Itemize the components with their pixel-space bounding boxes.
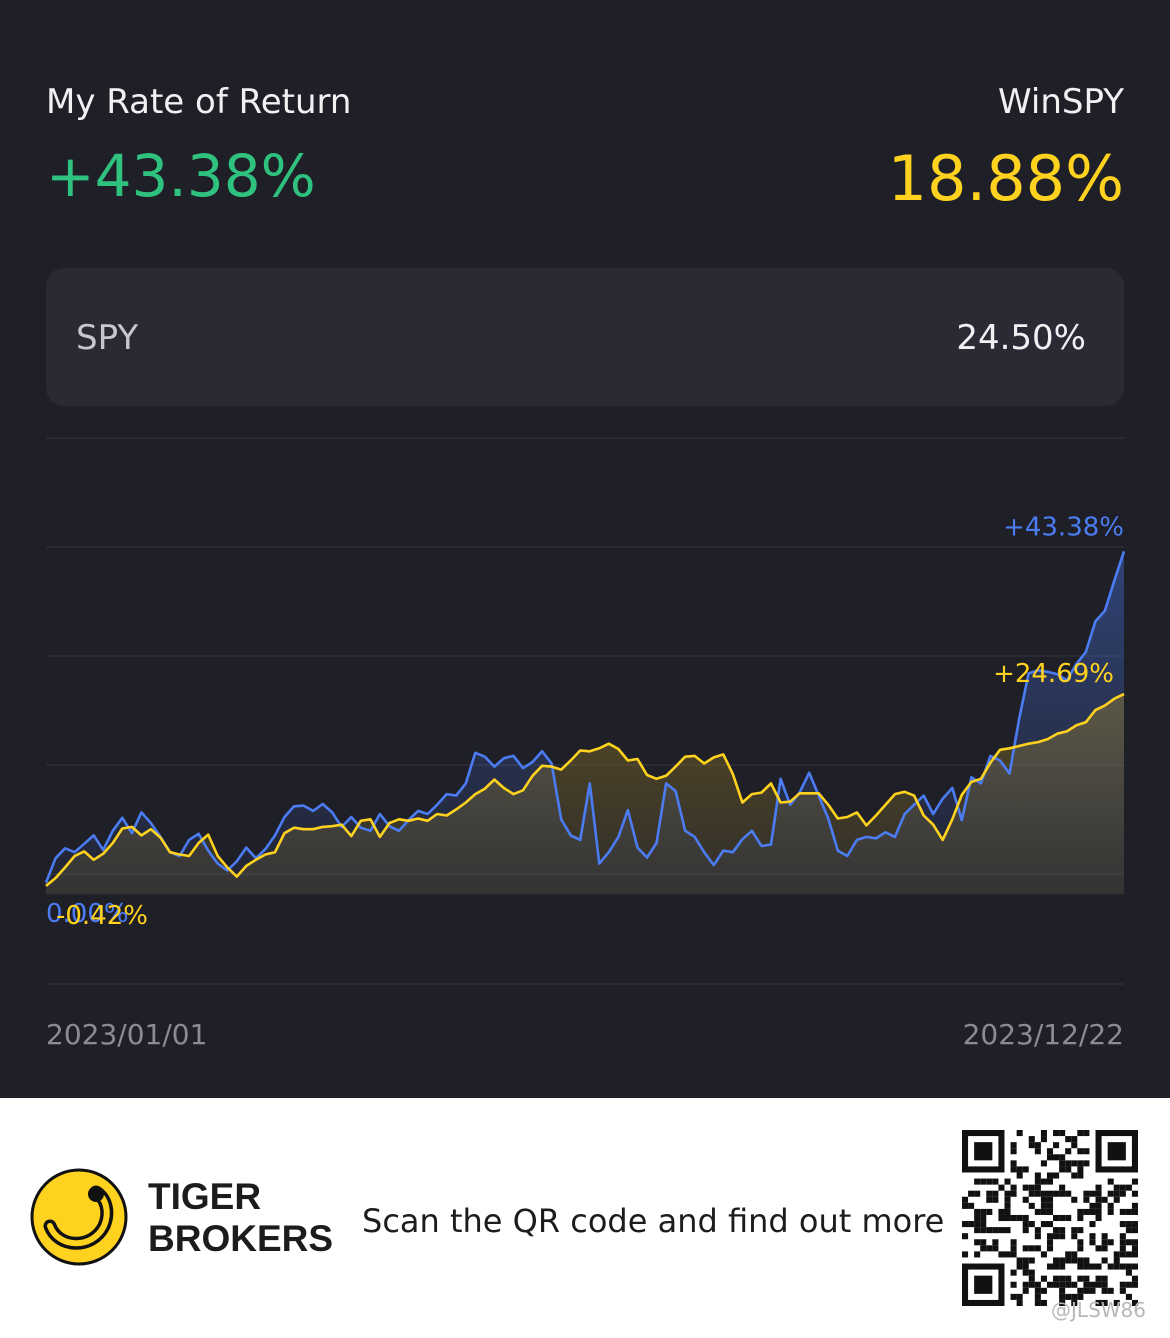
my-end-label: +43.38%	[1003, 512, 1124, 542]
benchmark-value: 18.88%	[887, 142, 1124, 215]
x-start-date: 2023/01/01	[46, 1018, 208, 1051]
brand-line-1: TIGER	[148, 1176, 262, 1217]
bench-start-label: -0.42%	[56, 901, 148, 931]
my-start-label: 0.00%	[46, 899, 129, 929]
my-return-label: My Rate of Return	[46, 82, 352, 122]
my-series-line	[44, 550, 1126, 884]
tiger-logo-icon	[30, 1168, 128, 1266]
x-end-date: 2023/12/22	[962, 1018, 1124, 1051]
spy-name: SPY	[76, 318, 139, 358]
return-chart[interactable]: +43.38% +24.69% 0.00%-0.42%	[0, 420, 1170, 1000]
spy-comparison-card[interactable]: SPY 24.50%	[46, 268, 1124, 406]
spy-return: 24.50%	[956, 318, 1086, 358]
watermark: @JLSW86	[1051, 1298, 1146, 1322]
qr-call-to-action: Scan the QR code and find out more	[362, 1202, 945, 1240]
bench-series-line	[45, 692, 1125, 887]
brand-name: TIGER BROKERS	[148, 1176, 333, 1260]
my-return-value: +43.38%	[46, 142, 316, 210]
brand-line-2: BROKERS	[148, 1218, 334, 1259]
qr-code-icon[interactable]	[962, 1130, 1138, 1306]
footer-banner: TIGER BROKERS Scan the QR code and find …	[0, 1098, 1170, 1338]
returns-panel: My Rate of Return WinSPY +43.38% 18.88% …	[0, 82, 1170, 1051]
benchmark-label: WinSPY	[998, 82, 1124, 122]
bench-end-label: +24.69%	[993, 659, 1114, 689]
